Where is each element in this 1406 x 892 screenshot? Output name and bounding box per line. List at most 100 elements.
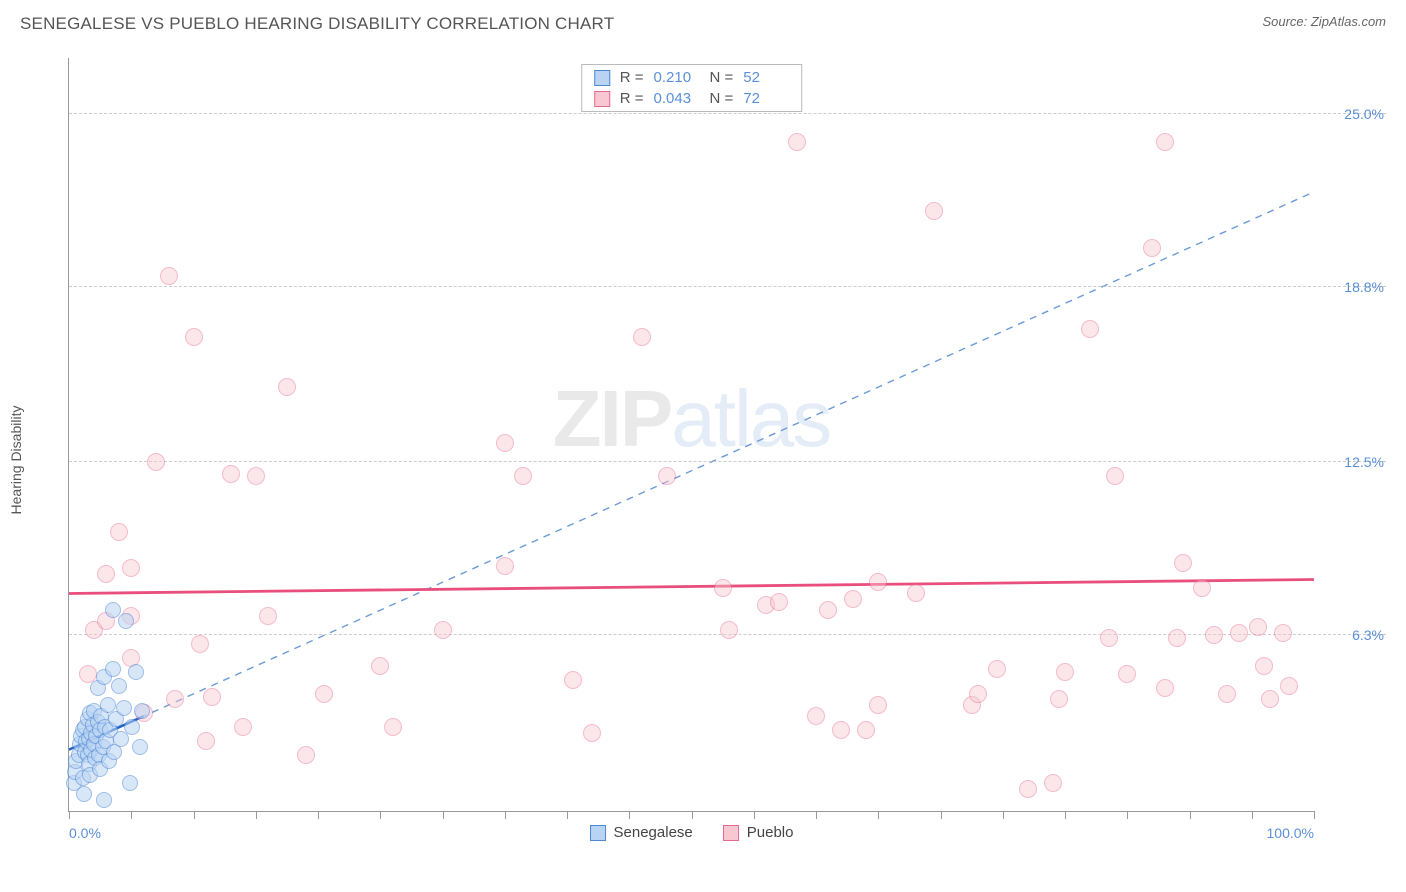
pueblo-point [844,590,862,608]
xtick [1003,811,1004,819]
legend-swatch [723,825,739,841]
xtick [318,811,319,819]
chart-title: SENEGALESE VS PUEBLO HEARING DISABILITY … [20,14,614,34]
pueblo-point [583,724,601,742]
pueblo-point [869,696,887,714]
ytick-label: 25.0% [1324,106,1384,122]
xtick [567,811,568,819]
stats-r-value: 0.043 [654,90,700,107]
pueblo-point [1019,780,1037,798]
pueblo-point [1218,685,1236,703]
stats-row: R =0.210N =52 [582,67,802,88]
plot-area: ZIPatlas R =0.210N =52R =0.043N =72 Sene… [68,58,1314,812]
pueblo-point [1261,690,1279,708]
pueblo-point [1100,629,1118,647]
pueblo-point [1118,665,1136,683]
trendlines-svg [69,58,1314,811]
xtick [131,811,132,819]
legend-item: Senegalese [590,824,693,841]
xtick [754,811,755,819]
senegalese-point [105,661,121,677]
pueblo-point [1249,618,1267,636]
pueblo-point [1193,579,1211,597]
xtick [505,811,506,819]
xtick [1190,811,1191,819]
watermark-right: atlas [671,374,830,463]
pueblo-point [907,584,925,602]
pueblo-point [514,467,532,485]
stats-n-label: N = [710,90,734,107]
legend-item: Pueblo [723,824,794,841]
pueblo-point [1056,663,1074,681]
watermark: ZIPatlas [553,373,830,465]
pueblo-point [564,671,582,689]
legend-swatch [590,825,606,841]
pueblo-point [969,685,987,703]
xtick-label: 0.0% [69,825,101,841]
pueblo-point [434,621,452,639]
pueblo-point [1168,629,1186,647]
pueblo-point [788,133,806,151]
pueblo-point [1143,239,1161,257]
stats-swatch [594,91,610,107]
senegalese-point [105,602,121,618]
senegalese-point [111,678,127,694]
pueblo-point [1156,133,1174,151]
pueblo-point [122,559,140,577]
pueblo-point [185,328,203,346]
legend-label: Senegalese [614,824,693,841]
stats-swatch [594,70,610,86]
pueblo-point [658,467,676,485]
pueblo-point [869,573,887,591]
stats-n-label: N = [710,69,734,86]
pueblo-point [384,718,402,736]
chart-header: SENEGALESE VS PUEBLO HEARING DISABILITY … [0,0,1406,42]
xtick [1314,811,1315,819]
ytick-label: 12.5% [1324,454,1384,470]
senegalese-point [96,792,112,808]
xtick [1252,811,1253,819]
xtick [380,811,381,819]
stats-r-label: R = [620,90,644,107]
senegalese-point [128,664,144,680]
xtick [878,811,879,819]
pueblo-point [234,718,252,736]
senegalese-point [124,719,140,735]
xtick [941,811,942,819]
senegalese-point [134,703,150,719]
pueblo-point [496,434,514,452]
pueblo-point [770,593,788,611]
pueblo-point [166,690,184,708]
pueblo-point [191,635,209,653]
trendline [69,580,1314,594]
xtick-label: 100.0% [1267,825,1314,841]
xtick [194,811,195,819]
watermark-left: ZIP [553,374,671,463]
pueblo-point [832,721,850,739]
stats-n-value: 72 [743,90,789,107]
pueblo-point [222,465,240,483]
pueblo-point [297,746,315,764]
pueblo-point [1205,626,1223,644]
pueblo-point [633,328,651,346]
stats-n-value: 52 [743,69,789,86]
senegalese-point [76,786,92,802]
gridline-h [69,113,1386,114]
pueblo-point [1174,554,1192,572]
xtick [816,811,817,819]
pueblo-point [247,467,265,485]
ytick-label: 6.3% [1324,627,1384,643]
gridline-h [69,286,1386,287]
pueblo-point [819,601,837,619]
pueblo-point [197,732,215,750]
pueblo-point [720,621,738,639]
ytick-label: 18.8% [1324,279,1384,295]
senegalese-point [106,744,122,760]
stats-row: R = 0.043 N = 72 [582,88,802,109]
senegalese-point [122,775,138,791]
xtick [256,811,257,819]
pueblo-point [203,688,221,706]
pueblo-point [1050,690,1068,708]
pueblo-point [97,565,115,583]
pueblo-point [988,660,1006,678]
